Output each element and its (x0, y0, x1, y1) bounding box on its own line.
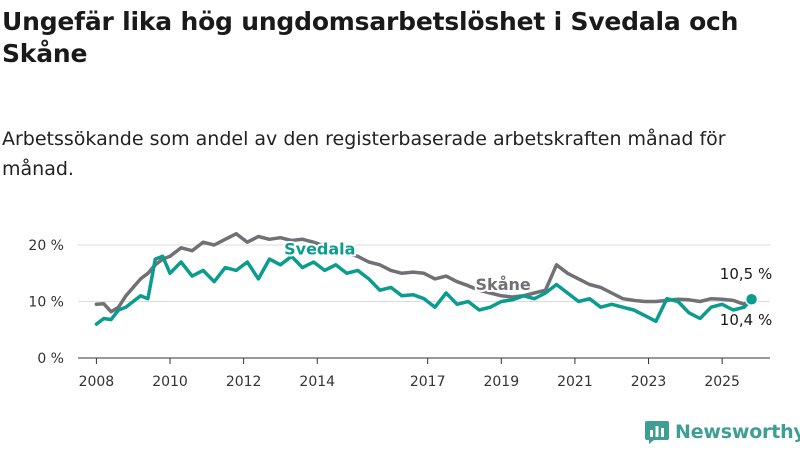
x-tick-label: 2025 (704, 374, 740, 390)
x-axis: 2008 2010 2012 2014 2017 2019 2021 2023 2025 (78, 357, 770, 390)
y-axis: 0 % 10 % 20 % (28, 238, 64, 367)
x-tick-label: 2017 (410, 374, 446, 390)
x-tick-label: 2023 (631, 374, 667, 390)
annotation-label: 10,5 % (720, 265, 772, 283)
y-tick-label: 10 % (28, 295, 64, 311)
y-tick-label: 20 % (28, 238, 64, 254)
series-endpoint-dot (744, 292, 759, 306)
line-chart: 2008 2010 2012 2014 2017 2019 2021 2023 2025 0 %… (28, 231, 774, 390)
series-lines (94, 231, 759, 326)
annotation-label: Svedala (284, 240, 355, 259)
series-line-svedala (94, 254, 754, 326)
annotations: Svedala Skåne 10,5 % 10,4 % (282, 238, 774, 332)
annotation-label: Skåne (476, 275, 531, 294)
newsworthy-logo: Newsworthy (645, 419, 800, 445)
chart-subtitle: Arbetssökande som andel av den registerb… (2, 128, 726, 180)
x-tick-label: 2021 (557, 374, 593, 390)
x-tick-label: 2008 (79, 374, 115, 390)
chart-title: Ungefär lika hög ungdomsarbetslöshet i S… (2, 7, 739, 68)
x-tick-label: 2014 (299, 374, 335, 390)
brand-name: Newsworthy (675, 421, 800, 443)
y-tick-label: 0 % (37, 351, 64, 367)
x-tick-label: 2010 (152, 374, 188, 390)
x-tick-label: 2012 (226, 374, 262, 390)
series-line-skane (94, 231, 754, 314)
x-tick-label: 2019 (483, 374, 519, 390)
annotation-label: 10,4 % (720, 311, 772, 329)
bar-chart-logo-icon (645, 421, 669, 444)
